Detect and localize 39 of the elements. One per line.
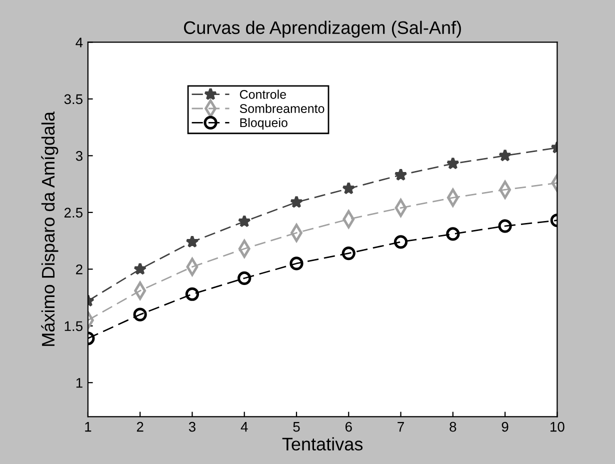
x-tick-label: 1 [85, 422, 92, 432]
x-tick-label: 10 [550, 422, 564, 432]
x-tick-label: 5 [293, 422, 300, 432]
legend-label: Bloqueio [240, 118, 288, 130]
y-tick-label: 4 [76, 38, 83, 48]
point [342, 246, 356, 260]
point [186, 235, 199, 248]
y-tick-label: 3 [76, 151, 82, 161]
point [394, 235, 408, 249]
point [134, 262, 147, 275]
x-tick-label: 7 [398, 422, 404, 432]
x-tick-label: 4 [240, 422, 248, 432]
legend-label: Sombreamento [240, 104, 324, 114]
point [290, 256, 304, 270]
y-axis-title: Máximo Disparo da Amígdala [41, 112, 58, 346]
y-tick-label: 1.5 [64, 321, 83, 332]
point [185, 287, 200, 301]
point [133, 308, 147, 322]
point [342, 182, 356, 194]
point [238, 214, 251, 228]
legend-label: Controle [240, 90, 286, 99]
point [446, 227, 460, 241]
point [238, 271, 252, 286]
x-tick-label: 6 [345, 422, 352, 432]
point [498, 219, 512, 233]
point [394, 168, 408, 181]
y-tick-label: 1 [76, 378, 82, 388]
point [446, 156, 460, 170]
point [498, 148, 512, 162]
y-tick-label: 2 [76, 264, 82, 274]
x-tick-label: 8 [450, 422, 456, 432]
x-axis-title: Tentativas [282, 437, 363, 451]
y-tick-label: 3.5 [64, 94, 83, 104]
x-tick-label: 3 [188, 422, 196, 432]
chart-title: Curvas de Aprendizagem (Sal-Anf) [184, 20, 461, 38]
x-tick-label: 2 [136, 422, 144, 432]
point [290, 195, 304, 208]
y-tick-label: 2.5 [64, 208, 83, 218]
x-tick-label: 9 [502, 422, 508, 432]
